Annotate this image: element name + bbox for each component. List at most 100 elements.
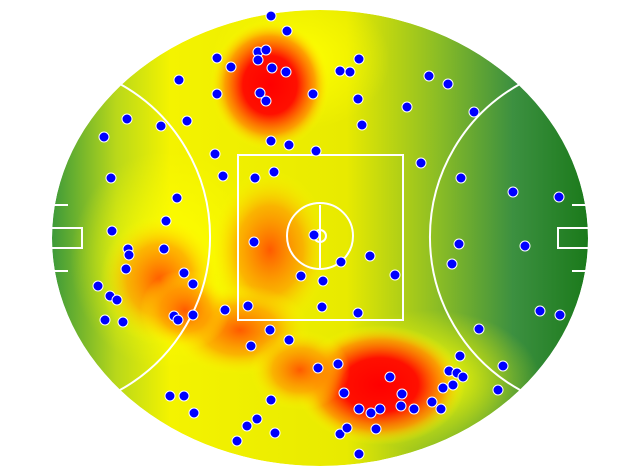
point (442, 78, 454, 90)
point (260, 95, 272, 107)
point (553, 191, 565, 203)
point (341, 422, 353, 434)
point (365, 407, 377, 419)
point (401, 101, 413, 113)
point (492, 384, 504, 396)
point (172, 314, 184, 326)
point (98, 131, 110, 143)
point (188, 407, 200, 419)
point (353, 53, 365, 65)
point (187, 309, 199, 321)
point (241, 420, 253, 432)
point (283, 334, 295, 346)
point (415, 157, 427, 169)
point (352, 307, 364, 319)
point (468, 106, 480, 118)
point (384, 371, 396, 383)
point (457, 371, 469, 383)
point (260, 44, 272, 56)
point (160, 215, 172, 227)
point (534, 305, 546, 317)
point (312, 362, 324, 374)
point (268, 166, 280, 178)
point (225, 61, 237, 73)
point (507, 186, 519, 198)
point (254, 87, 266, 99)
point (519, 240, 531, 252)
point (307, 88, 319, 100)
point (454, 350, 466, 362)
point (181, 115, 193, 127)
point (121, 113, 133, 125)
point (310, 145, 322, 157)
field-lines (52, 83, 588, 391)
point (352, 93, 364, 105)
point (265, 10, 277, 22)
point (338, 387, 350, 399)
point (92, 280, 104, 292)
point (353, 403, 365, 415)
point (455, 172, 467, 184)
point (497, 360, 509, 372)
point (374, 403, 386, 415)
point (99, 314, 111, 326)
point (423, 70, 435, 82)
point (473, 323, 485, 335)
point (158, 243, 170, 255)
point (265, 394, 277, 406)
point (295, 270, 307, 282)
point (269, 427, 281, 439)
point (211, 52, 223, 64)
point (554, 309, 566, 321)
point (364, 250, 376, 262)
point (251, 413, 263, 425)
point (370, 423, 382, 435)
point (283, 139, 295, 151)
point (334, 428, 346, 440)
point (123, 249, 135, 261)
point (335, 256, 347, 268)
point (435, 403, 447, 415)
point (266, 62, 278, 74)
point (308, 229, 320, 241)
point (265, 135, 277, 147)
point (249, 172, 261, 184)
point (171, 192, 183, 204)
point (231, 435, 243, 447)
point (117, 316, 129, 328)
point (353, 448, 365, 460)
point (280, 66, 292, 78)
point (178, 267, 190, 279)
point (187, 278, 199, 290)
point (217, 170, 229, 182)
point (209, 148, 221, 160)
point (106, 225, 118, 237)
point (252, 54, 264, 66)
point (248, 236, 260, 248)
point (211, 88, 223, 100)
point (219, 304, 231, 316)
point (178, 390, 190, 402)
point (356, 119, 368, 131)
point (317, 275, 329, 287)
point (389, 269, 401, 281)
point (344, 66, 356, 78)
point (437, 382, 449, 394)
points (92, 10, 566, 460)
point (164, 390, 176, 402)
point (281, 25, 293, 37)
point (453, 238, 465, 250)
point (264, 324, 276, 336)
point (105, 172, 117, 184)
point (155, 120, 167, 132)
point (396, 388, 408, 400)
point (316, 301, 328, 313)
point (395, 400, 407, 412)
point (332, 358, 344, 370)
point (245, 340, 257, 352)
point (408, 403, 420, 415)
point (446, 258, 458, 270)
point (111, 294, 123, 306)
point (242, 300, 254, 312)
